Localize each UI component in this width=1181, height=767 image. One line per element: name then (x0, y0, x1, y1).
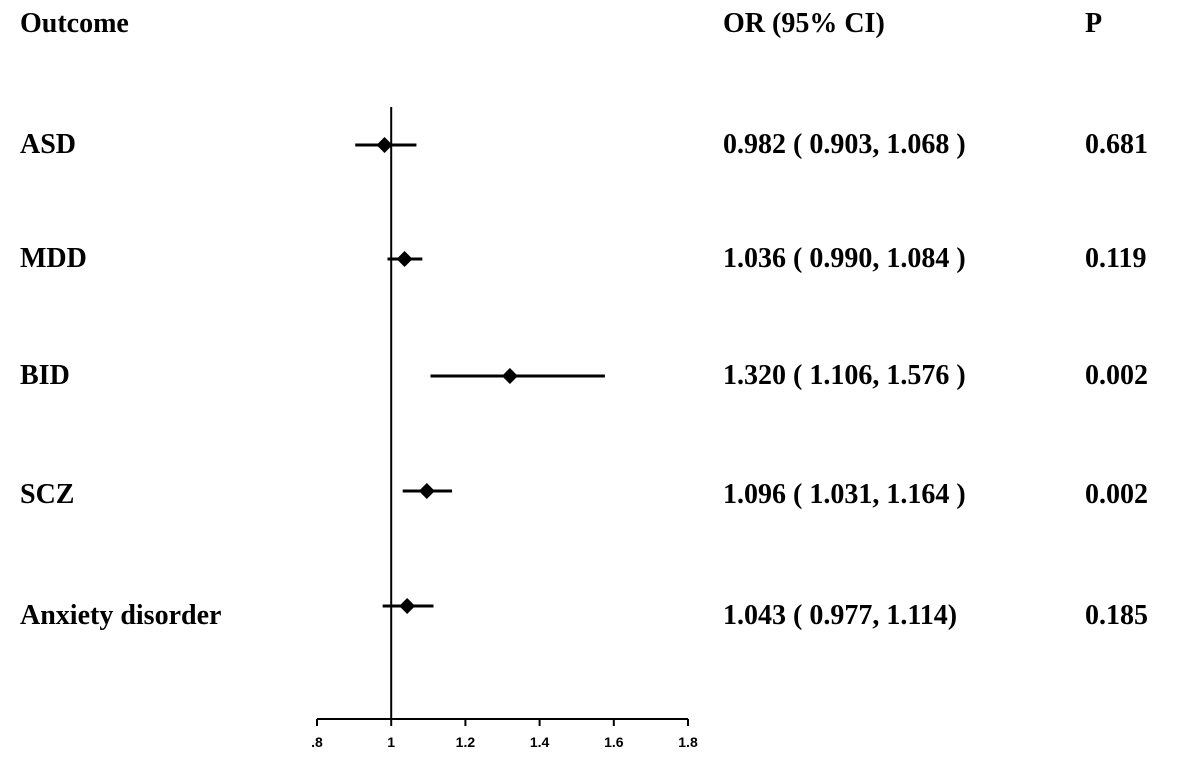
row-label-asd: ASD (20, 129, 77, 160)
x-tick-label-1: 1 (387, 734, 395, 750)
row-label-anxiety-disorder: Anxiety disorder (20, 600, 222, 631)
or-ci-anxiety-disorder: 1.043 ( 0.977, 1.114) (723, 600, 958, 631)
estimate-diamond-4 (399, 598, 416, 614)
or-ci-mdd: 1.036 ( 0.990, 1.084 ) (723, 243, 966, 274)
estimate-diamond-1 (396, 251, 413, 267)
or-ci-scz: 1.096 ( 1.031, 1.164 ) (723, 479, 966, 510)
x-tick-label-5: 1.8 (678, 734, 698, 750)
row-label-bid: BID (20, 360, 70, 391)
p-value-anxiety-disorder: 0.185 (1085, 600, 1148, 631)
row-label-mdd: MDD (20, 243, 87, 274)
p-value-mdd: 0.119 (1085, 243, 1147, 274)
x-tick-label-2: 1.2 (456, 734, 476, 750)
estimate-diamond-0 (376, 137, 393, 153)
estimate-diamond-3 (418, 483, 435, 499)
row-label-scz: SCZ (20, 479, 75, 510)
estimate-diamond-2 (501, 368, 518, 384)
or-ci-asd: 0.982 ( 0.903, 1.068 ) (723, 129, 966, 160)
outcome-column-header: Outcome (20, 8, 129, 39)
x-tick-label-4: 1.6 (604, 734, 624, 750)
or-ci-column-header: OR (95% CI) (723, 8, 885, 39)
p-value-bid: 0.002 (1085, 360, 1148, 391)
or-ci-bid: 1.320 ( 1.106, 1.576 ) (723, 360, 966, 391)
x-tick-label-3: 1.4 (530, 734, 550, 750)
x-tick-label-0: .8 (311, 734, 323, 750)
p-value-asd: 0.681 (1085, 129, 1148, 160)
p-value-scz: 0.002 (1085, 479, 1148, 510)
p-column-header: P (1085, 8, 1103, 39)
